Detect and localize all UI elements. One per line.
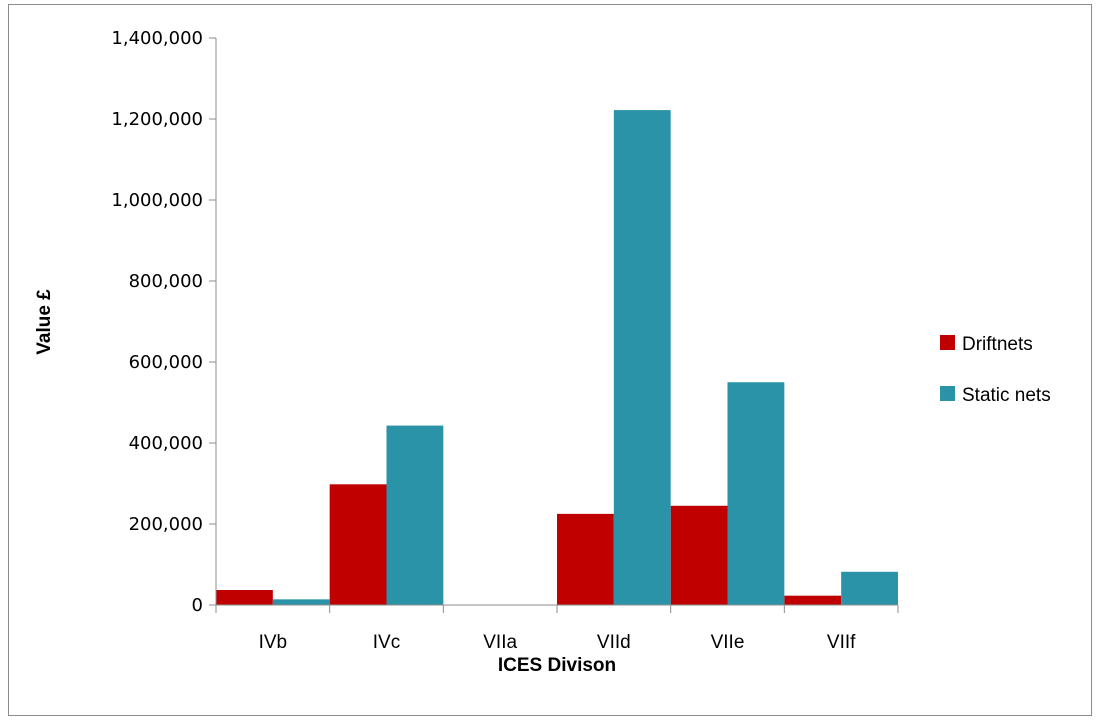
y-axis-ticks: 0 200,000 400,000 600,000 800,000 1,000,000 1,… xyxy=(111,28,216,616)
x-tick-label: IVb xyxy=(259,632,288,653)
legend-label: Driftnets xyxy=(962,334,1033,355)
bar-driftnets-viid xyxy=(557,513,614,605)
y-tick-label: 600,000 xyxy=(129,352,203,373)
bar-static-nets-ivb xyxy=(272,599,330,605)
y-tick-label: 1,000,000 xyxy=(111,190,203,211)
x-axis-ticks: IVb IVc VIIa VIId VIIe VIIf xyxy=(215,605,899,653)
y-tick-label: 1,200,000 xyxy=(111,109,203,130)
y-tick-label: 0 xyxy=(192,595,203,616)
x-tick-label: VIIe xyxy=(711,632,745,653)
chart-frame xyxy=(8,4,1092,716)
x-tick-label: IVc xyxy=(373,632,400,653)
x-tick-label: VIIf xyxy=(827,632,856,653)
x-tick-label: VIId xyxy=(597,632,631,653)
bars xyxy=(216,110,898,605)
bar-static-nets-viif xyxy=(841,571,898,605)
legend-swatch xyxy=(940,335,955,350)
y-tick-label: 800,000 xyxy=(129,271,203,292)
bar-driftnets-ivc xyxy=(329,484,387,605)
y-tick-label: 1,400,000 xyxy=(111,28,203,49)
legend-label: Static nets xyxy=(962,385,1051,406)
y-tick-label: 200,000 xyxy=(129,514,203,535)
x-axis-title: ICES Divison xyxy=(498,655,616,676)
bar-driftnets-ivb xyxy=(216,590,273,605)
x-tick-label: VIIa xyxy=(483,632,517,653)
y-tick-label: 400,000 xyxy=(129,433,203,454)
bar-static-nets-ivc xyxy=(386,425,444,605)
legend-swatch xyxy=(940,386,955,401)
bar-static-nets-viid xyxy=(613,110,671,605)
legend: Driftnets Static nets xyxy=(940,334,1051,406)
bar-driftnets-viie xyxy=(670,505,728,605)
bar-static-nets-viie xyxy=(727,382,785,605)
bar-driftnets-viif xyxy=(784,595,842,605)
y-axis-title: Value £ xyxy=(34,289,55,355)
